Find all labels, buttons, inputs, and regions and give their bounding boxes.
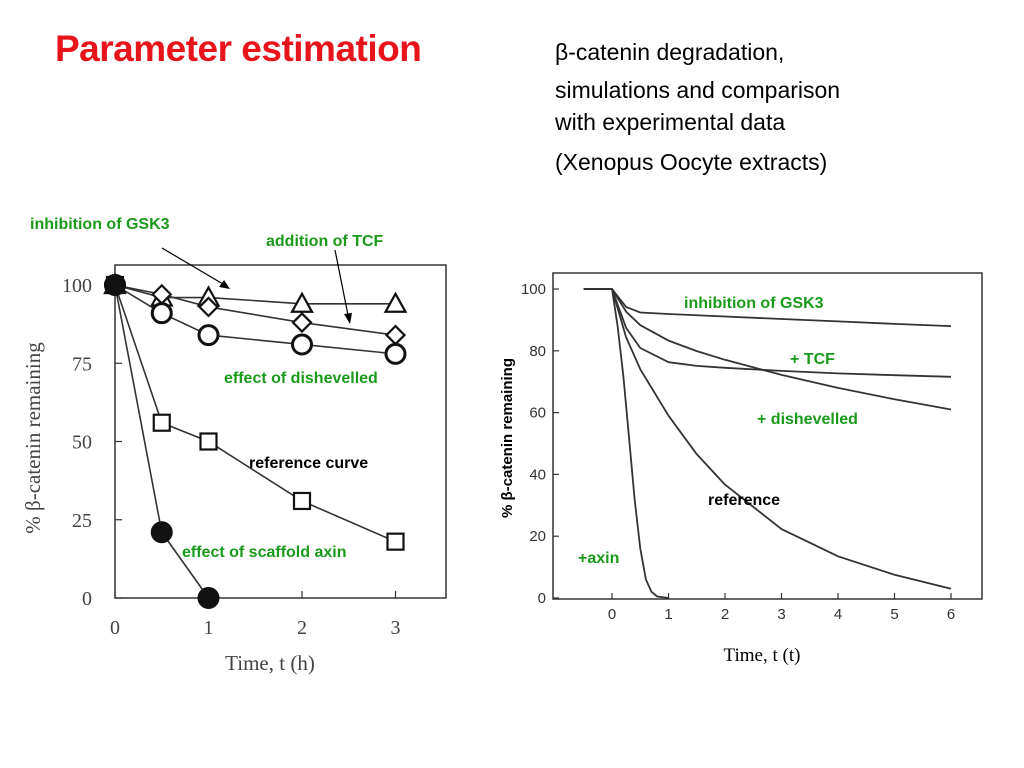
- left-point-diamond: [291, 312, 313, 334]
- right-x-tick-label: 5: [890, 606, 898, 623]
- right-plot-frame: [552, 272, 983, 600]
- left-point-circle-filled: [197, 587, 220, 609]
- right-y-tick-label: 20: [529, 528, 546, 545]
- label-dishevelled: + dishevelled: [757, 411, 858, 428]
- left-x-tick-label: 0: [110, 617, 120, 639]
- right-series-line-1: [583, 288, 952, 378]
- annotation-inhibition-gsk3: inhibition of GSK3: [30, 216, 170, 233]
- left-point-triangle: [383, 291, 408, 313]
- right-x-tick-label: 4: [834, 606, 842, 623]
- left-point-diamond: [384, 324, 407, 346]
- annotation-reference-curve: reference curve: [249, 455, 368, 472]
- label-reference: reference: [708, 492, 780, 509]
- left-point-diamond: [197, 296, 220, 318]
- left-y-tick-label: 25: [72, 510, 92, 532]
- right-series-line-4: [583, 288, 669, 599]
- left-x-tick-label: 2: [297, 617, 307, 639]
- right-y-axis-label: % β-catenin remaining: [499, 358, 516, 518]
- right-x-tick-label: 1: [664, 606, 672, 623]
- right-y-tick-label: 0: [538, 590, 546, 607]
- left-point-triangle: [290, 291, 314, 313]
- left-point-circle-open: [384, 342, 407, 365]
- right-series-line-3: [583, 288, 952, 590]
- left-point-square: [292, 491, 312, 511]
- subtitle-line-3: with experimental data: [555, 109, 786, 135]
- left-x-axis-label: Time, t (h): [225, 651, 315, 675]
- right-y-tick-label: 80: [529, 343, 546, 360]
- left-y-tick-label: 0: [82, 588, 92, 610]
- right-series-line-0: [583, 288, 952, 327]
- arrow-tcf: [334, 249, 350, 321]
- left-axis-ticks: 0 1 2 3 0 25 50 75 100: [62, 275, 401, 639]
- right-x-tick-label: 6: [947, 606, 955, 623]
- left-y-tick-label: 50: [72, 432, 92, 454]
- left-series-line-square: [114, 284, 396, 543]
- left-point-square: [386, 532, 405, 551]
- subtitle-line-2: simulations and comparison: [555, 77, 841, 103]
- left-point-circle-filled: [104, 274, 126, 296]
- right-y-tick-label: 100: [521, 281, 546, 298]
- right-y-tick-label: 40: [529, 466, 546, 483]
- subtitle-line-1: β-catenin degradation,: [555, 39, 785, 65]
- left-point-circle-open: [197, 324, 220, 347]
- left-x-tick-label: 1: [204, 617, 214, 639]
- left-y-tick-label: 75: [72, 353, 92, 375]
- right-x-tick-label: 3: [777, 606, 785, 623]
- right-series-lines: [583, 288, 952, 599]
- right-x-tick-label: 0: [608, 606, 616, 623]
- left-point-circle-open: [150, 302, 173, 325]
- annotation-scaffold-axin: effect of scaffold axin: [182, 544, 346, 561]
- annotation-dishevelled: effect of dishevelled: [224, 370, 378, 387]
- label-tcf: + TCF: [790, 351, 835, 368]
- arrow-gsk3: [161, 247, 229, 288]
- right-y-tick-label: 60: [529, 405, 546, 422]
- left-x-tick-label: 3: [391, 617, 401, 639]
- label-inhibition-gsk3: inhibition of GSK3: [684, 295, 824, 312]
- label-axin: +axin: [578, 550, 619, 567]
- left-point-square: [199, 432, 218, 451]
- right-x-tick-label: 2: [721, 606, 729, 623]
- experimental-chart: 0 1 2 3 0 25 50 75 100 Time, t (h) % β-catenin r…: [21, 216, 447, 675]
- arrowhead-tcf: [344, 313, 352, 324]
- left-y-axis-label: % β-catenin remaining: [21, 342, 45, 534]
- left-point-circle-open: [291, 333, 313, 356]
- page-subtitle: β-catenin degradation, simulations and c…: [555, 36, 840, 178]
- subtitle-line-4: (Xenopus Oocyte extracts): [555, 149, 828, 175]
- left-series-markers: [103, 272, 408, 609]
- left-point-square: [152, 413, 171, 432]
- arrowhead-gsk3: [219, 280, 230, 289]
- annotation-addition-tcf: addition of TCF: [266, 233, 384, 250]
- right-x-axis-label: Time, t (t): [724, 645, 801, 666]
- page-title: Parameter estimation: [55, 28, 422, 69]
- right-series-line-2: [583, 288, 952, 411]
- left-plot-frame: [114, 264, 447, 599]
- left-y-tick-label: 100: [62, 275, 92, 297]
- left-point-circle-filled: [150, 521, 173, 544]
